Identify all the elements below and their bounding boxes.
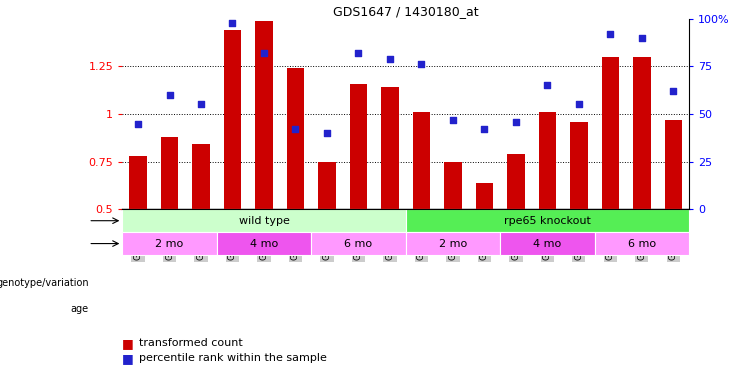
Bar: [665, 120, 682, 209]
Point: [510, 118, 522, 124]
Title: GDS1647 / 1430180_at: GDS1647 / 1430180_at: [333, 4, 479, 18]
FancyBboxPatch shape: [594, 232, 689, 255]
Bar: [319, 162, 336, 209]
Text: genotype/variation: genotype/variation: [0, 278, 89, 288]
Bar: [130, 156, 147, 209]
Text: transformed count: transformed count: [139, 338, 242, 348]
Text: percentile rank within the sample: percentile rank within the sample: [139, 353, 327, 363]
Text: wild type: wild type: [239, 216, 290, 226]
Text: ■: ■: [122, 352, 134, 364]
Text: 2 mo: 2 mo: [439, 238, 467, 249]
Point: [353, 50, 365, 56]
FancyBboxPatch shape: [406, 232, 500, 255]
Bar: [445, 162, 462, 209]
Bar: [634, 57, 651, 209]
Point: [164, 92, 176, 98]
FancyBboxPatch shape: [122, 209, 406, 232]
Text: 6 mo: 6 mo: [628, 238, 656, 249]
Point: [258, 50, 270, 56]
Point: [227, 20, 239, 26]
Bar: [382, 87, 399, 209]
Text: 2 mo: 2 mo: [156, 238, 184, 249]
Bar: [571, 122, 588, 209]
Point: [290, 126, 302, 132]
Bar: [161, 137, 178, 209]
Bar: [539, 112, 556, 209]
Bar: [508, 154, 525, 209]
Point: [605, 31, 617, 37]
FancyBboxPatch shape: [122, 232, 216, 255]
Text: age: age: [71, 304, 89, 314]
FancyBboxPatch shape: [216, 232, 311, 255]
Text: 4 mo: 4 mo: [250, 238, 278, 249]
Bar: [193, 144, 210, 209]
Point: [447, 117, 459, 123]
Point: [542, 82, 554, 88]
FancyBboxPatch shape: [406, 209, 689, 232]
FancyBboxPatch shape: [500, 232, 594, 255]
Point: [636, 35, 648, 41]
Bar: [476, 183, 493, 209]
Point: [321, 130, 333, 136]
Text: ■: ■: [122, 337, 134, 350]
Point: [195, 102, 207, 108]
Point: [668, 88, 679, 94]
Text: rpe65 knockout: rpe65 knockout: [504, 216, 591, 226]
Bar: [602, 57, 619, 209]
Point: [132, 120, 144, 126]
Point: [416, 62, 428, 68]
Bar: [287, 68, 304, 209]
Point: [479, 126, 491, 132]
Point: [384, 56, 396, 62]
Text: 6 mo: 6 mo: [345, 238, 373, 249]
Bar: [350, 84, 367, 209]
Bar: [413, 112, 430, 209]
Bar: [224, 30, 241, 209]
Point: [573, 102, 585, 108]
FancyBboxPatch shape: [311, 232, 406, 255]
Text: 4 mo: 4 mo: [534, 238, 562, 249]
Bar: [256, 21, 273, 209]
